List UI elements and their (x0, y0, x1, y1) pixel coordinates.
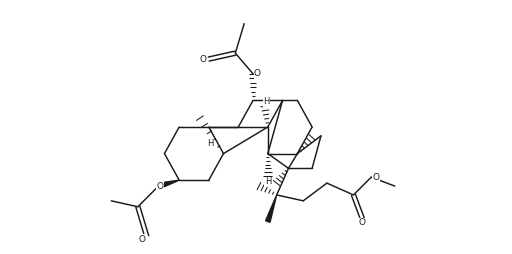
Text: O: O (139, 235, 146, 244)
Text: O: O (199, 55, 206, 64)
Text: H: H (207, 139, 214, 148)
Text: H: H (265, 177, 271, 186)
Text: O: O (254, 69, 261, 78)
Polygon shape (158, 180, 179, 189)
Text: O: O (359, 218, 366, 228)
Text: O: O (372, 173, 379, 182)
Text: H: H (263, 97, 269, 106)
Text: O: O (157, 182, 163, 190)
Polygon shape (266, 195, 276, 222)
